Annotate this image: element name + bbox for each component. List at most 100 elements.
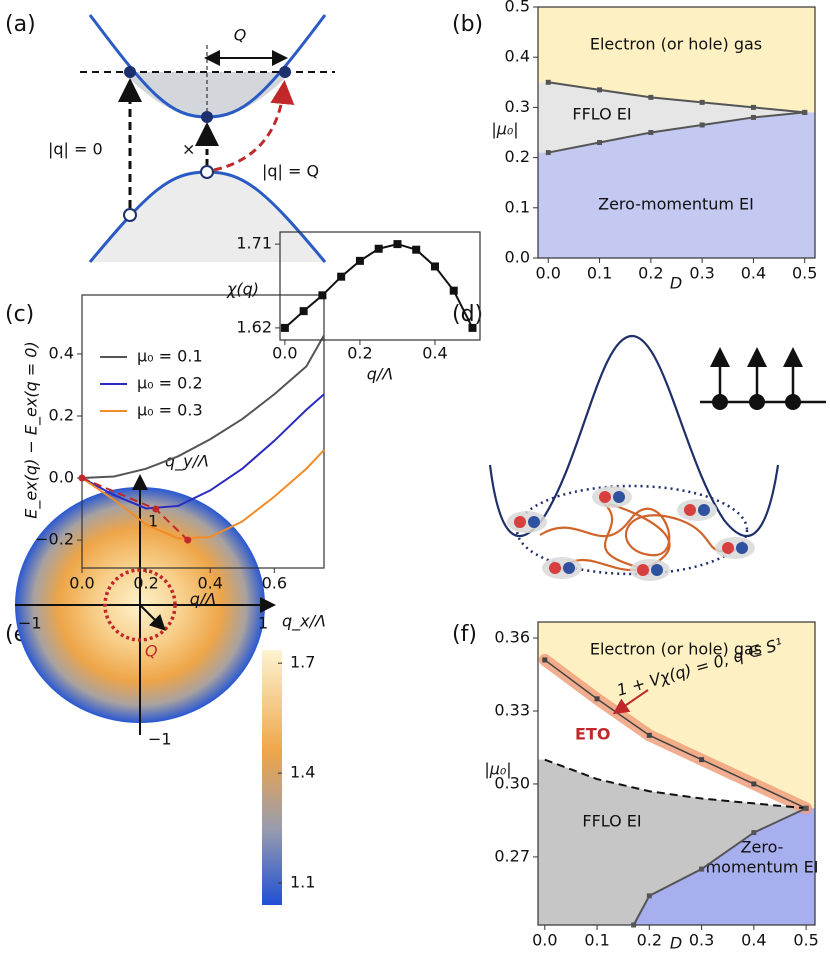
band-diagram: (a) Q |q| = 0 × |q| = Q: [5, 12, 335, 263]
y-tick-label: 1.71: [236, 234, 272, 253]
potential-curve: [488, 334, 780, 538]
marker: [699, 757, 705, 763]
region: [538, 7, 815, 113]
marker: [299, 307, 308, 316]
x-tick-label: 0.2: [637, 931, 662, 950]
marker: [449, 286, 458, 295]
region: [538, 759, 815, 925]
x-tick-label: 0.1: [584, 931, 609, 950]
qy-label: q_y/Λ: [165, 452, 209, 472]
marker: [751, 830, 757, 836]
valence-fill: [88, 172, 326, 262]
y-axis-label: χ(q): [226, 280, 259, 299]
marker: [646, 732, 652, 738]
hole-sphere: [528, 516, 540, 528]
x-tick-label: 0.2: [133, 574, 158, 593]
marker: [468, 323, 477, 332]
series-line: [548, 111, 805, 154]
series-line: [81, 334, 325, 480]
electron: [201, 111, 213, 123]
series-line: [81, 449, 325, 540]
marker: [184, 536, 192, 544]
x-tick-label: 0.4: [422, 344, 447, 363]
hole: [123, 208, 137, 222]
y-axis-label: |μ₀|: [491, 120, 518, 139]
y-tick-label: 0.3: [505, 97, 530, 116]
series-line: [548, 81, 805, 114]
x-tick-label: 0.2: [347, 344, 372, 363]
region: [538, 82, 815, 153]
electron: [124, 66, 136, 78]
marker: [750, 114, 756, 120]
axis-tick-label: −1: [148, 730, 172, 749]
electron-sphere: [637, 564, 649, 576]
y-tick-label: 0.33: [494, 701, 530, 720]
electron-sphere: [684, 504, 696, 516]
x-axis-label: D: [670, 934, 682, 953]
region-label: momentum EI: [706, 858, 819, 877]
qx-label: q_x/Λ: [282, 612, 326, 632]
panel-label: (c): [5, 302, 34, 327]
marker: [597, 140, 603, 146]
marker: [802, 109, 808, 115]
colorbar-tick-label: 1.4: [290, 763, 315, 782]
exciton-halo: [507, 511, 547, 533]
q-label: Q: [234, 26, 247, 45]
x-tick-label: 0.0: [536, 264, 561, 283]
double-well-diagram: (d): [452, 302, 826, 581]
y-tick-label: 0.30: [494, 773, 530, 792]
electron-sphere: [599, 491, 611, 503]
x-tick-label: 0.3: [689, 264, 714, 283]
y-tick-label: −0.2: [35, 530, 74, 549]
q-vector: [139, 604, 166, 631]
marker: [803, 805, 809, 811]
x-tick-label: 0.5: [793, 931, 818, 950]
marker: [751, 781, 757, 787]
region-label: Zero-: [741, 838, 784, 857]
axis-tick-label: −1: [18, 614, 42, 633]
y-tick-label: 0.4: [505, 47, 530, 66]
x-tick-label: 0.0: [532, 931, 557, 950]
marker: [412, 245, 421, 254]
legend-label: μ₀ = 0.1: [137, 347, 203, 366]
y-tick-label: 0.0: [49, 468, 74, 487]
hole: [200, 165, 214, 179]
zero-momentum-label: |q| = 0: [48, 140, 103, 159]
y-tick-label: 0.27: [494, 846, 530, 865]
plot-frame: [81, 294, 325, 569]
marker: [699, 99, 705, 105]
hole-sphere: [698, 504, 710, 516]
x-axis-label: q/Λ: [367, 365, 394, 384]
marker: [646, 893, 652, 899]
region-label: FFLO EI: [582, 812, 641, 831]
y-tick-label: 0.36: [494, 628, 530, 647]
series-line: [544, 758, 807, 810]
plot-frame: [537, 621, 816, 926]
marker: [152, 505, 160, 513]
marker: [78, 474, 86, 482]
electron-sphere: [514, 516, 526, 528]
exciton-halo: [542, 557, 582, 579]
x-tick-label: 0.2: [638, 264, 663, 283]
cross-mark: ×: [182, 140, 195, 159]
x-axis-label: D: [670, 274, 682, 293]
q-label: Q: [145, 642, 158, 661]
y-tick-label: 1.62: [236, 317, 272, 336]
region: [538, 622, 815, 809]
marker: [545, 150, 551, 156]
marker: [337, 272, 346, 281]
y-axis-label: E_ex(q) − E_ex(q = 0): [22, 341, 42, 518]
x-tick-label: 0.3: [689, 931, 714, 950]
plot-frame: [537, 6, 816, 259]
marker: [280, 323, 289, 332]
plot-frame: [279, 231, 481, 341]
y-tick-label: 0.1: [505, 197, 530, 216]
finite-momentum-label: |q| = Q: [262, 162, 319, 181]
spin-site: [749, 394, 765, 410]
colorbar-tick-label: 1.7: [290, 653, 315, 672]
y-tick-label: 0.4: [49, 343, 74, 362]
panel-label: (b): [452, 12, 483, 37]
series-line: [544, 659, 807, 809]
marker: [648, 130, 654, 135]
